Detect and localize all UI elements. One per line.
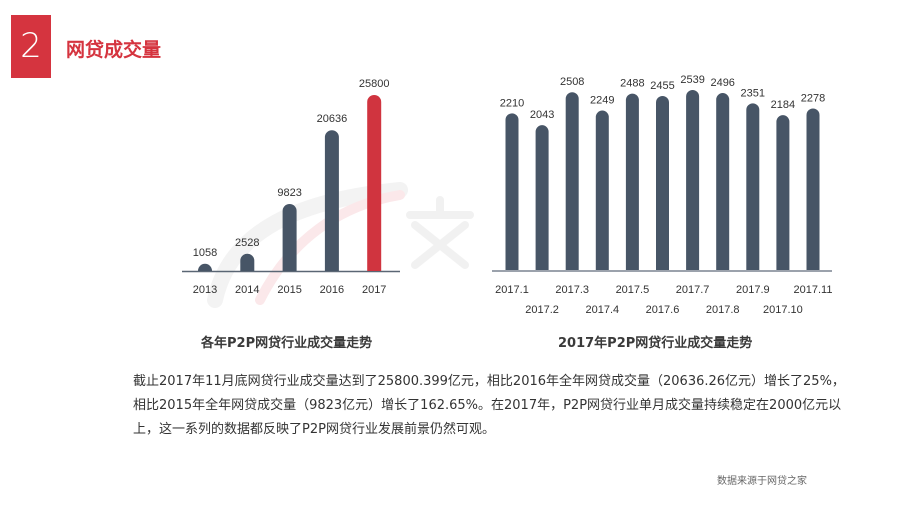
chart2-x-tick-label: 2017.7 — [676, 284, 710, 296]
chart1-title: 各年P2P网贷行业成交量走势 — [201, 336, 373, 351]
chart2-data-label: 2210 — [500, 97, 524, 109]
chart2-bar-2017.7 — [686, 90, 700, 270]
chart1-data-label: 2528 — [235, 237, 259, 249]
chart1-x-tick-label: 2015 — [277, 284, 301, 296]
chart2-data-label: 2249 — [590, 95, 614, 107]
chart2-data-label: 2508 — [560, 76, 584, 88]
chart2-x-tick-label: 2017.11 — [794, 284, 833, 296]
chart2-bar-2017.2 — [535, 125, 549, 271]
chart2-x-tick-label: 2017.9 — [736, 284, 770, 296]
chart2-x-tick-label: 2017.3 — [555, 284, 589, 296]
chart2-bar-2017.1 — [505, 113, 519, 270]
chart2-data-label: 2278 — [801, 93, 825, 105]
watermark-glyph-shape — [406, 196, 474, 269]
chart1-data-label: 25800 — [359, 78, 390, 90]
section-title: 网贷成交量 — [66, 39, 162, 61]
chart1-x-tick-label: 2017 — [362, 284, 386, 296]
source-note: 数据来源于网贷之家 — [717, 476, 807, 487]
chart2-bar-2017.5 — [625, 93, 639, 270]
chart1-bar-2017 — [367, 95, 382, 272]
chart2-x-tick-label: 2017.10 — [763, 304, 803, 316]
chart2-bar-2017.11 — [806, 108, 820, 270]
chart1-data-label: 1058 — [193, 247, 217, 259]
chart2-data-label: 2496 — [710, 77, 734, 89]
chart1-x-tick-label: 2014 — [235, 284, 259, 296]
chart2-bar-2017.10 — [776, 115, 790, 271]
chart2-x-tick-label: 2017.2 — [525, 304, 559, 316]
chart2-title: 2017年P2P网贷行业成交量走势 — [558, 336, 753, 351]
summary-paragraph: 截止2017年11月底网贷行业成交量达到了25800.399亿元，相比2016年… — [133, 374, 845, 437]
chart1-x-tick-label: 2013 — [193, 284, 217, 296]
watermark-swoosh-gray — [207, 182, 408, 308]
chart2-x-tick-label: 2017.1 — [495, 284, 529, 296]
chart2-x-tick-label: 2017.4 — [585, 304, 619, 316]
section-number-badge: 2 — [11, 15, 51, 78]
chart2-data-label: 2539 — [680, 74, 704, 86]
chart1-bar-2016 — [324, 130, 339, 271]
chart2-bar-2017.6 — [656, 95, 669, 270]
chart2-bar-2017.9 — [746, 103, 760, 270]
chart1-bar-2013 — [198, 263, 212, 271]
chart2-x-tick-label: 2017.5 — [616, 284, 650, 296]
chart2-bar-2017.8 — [716, 93, 730, 270]
chart1-bar-2015 — [282, 203, 297, 271]
chart2-data-label: 2351 — [741, 87, 765, 99]
chart2-data-label: 2488 — [620, 78, 644, 90]
chart2-data-label: 2043 — [530, 109, 554, 121]
chart2-bar-2017.4 — [595, 110, 609, 271]
chart2-data-label: 2184 — [771, 99, 795, 111]
chart2-data-label: 2455 — [650, 80, 674, 92]
chart1-x-tick-label: 2016 — [320, 284, 344, 296]
chart1-bar-2014 — [240, 253, 255, 271]
chart1-data-label: 20636 — [317, 113, 348, 125]
chart2-bar-2017.3 — [565, 92, 579, 270]
chart1-data-label: 9823 — [277, 187, 301, 199]
chart2-x-tick-label: 2017.8 — [706, 304, 740, 316]
chart2-x-tick-label: 2017.6 — [646, 304, 680, 316]
